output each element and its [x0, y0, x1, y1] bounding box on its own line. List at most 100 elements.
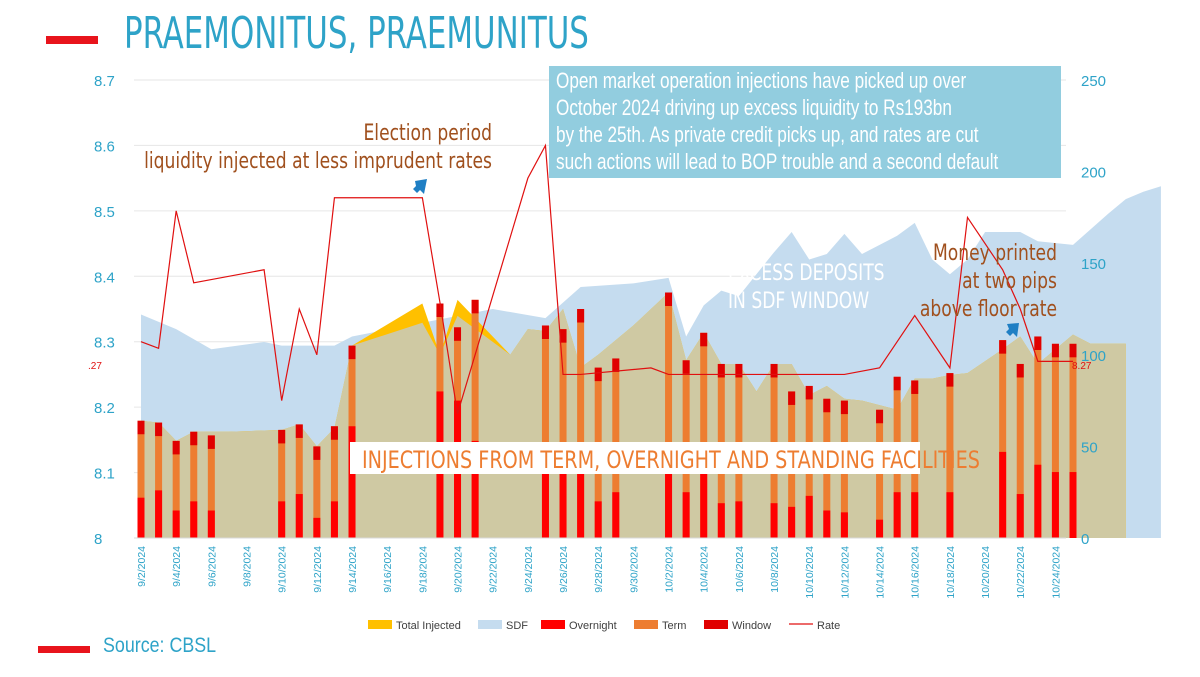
- money-printed-label-3: above floor rate: [920, 296, 1057, 322]
- window-bar: [207, 435, 215, 449]
- callout-box: [549, 66, 1061, 178]
- window-bar: [155, 422, 163, 437]
- legend-label: Term: [662, 620, 686, 632]
- left-axis-tick: 8.2: [94, 400, 115, 417]
- overnight-bar: [348, 426, 356, 538]
- window-bar: [330, 426, 338, 440]
- overnight-bar: [1069, 472, 1077, 538]
- overnight-bar: [1034, 464, 1042, 538]
- window-bar: [717, 363, 725, 378]
- overnight-bar: [717, 503, 725, 538]
- source-accent-bar: [38, 646, 90, 653]
- legend-swatch: [634, 620, 658, 629]
- legend-label: SDF: [506, 620, 528, 632]
- x-axis-tick: 9/30/2024: [628, 546, 640, 593]
- x-axis-tick: 10/18/2024: [945, 546, 957, 599]
- window-bar: [348, 345, 356, 360]
- overnight-bar: [594, 501, 602, 538]
- term-bar: [700, 332, 708, 538]
- x-axis-tick: 9/2/2024: [136, 546, 148, 587]
- overnight-bar: [559, 472, 567, 538]
- left-axis-tick: 8.4: [94, 269, 115, 286]
- window-bar: [700, 332, 708, 347]
- overnight-bar: [577, 472, 585, 538]
- window-bar: [999, 340, 1007, 354]
- window-bar: [612, 358, 620, 372]
- x-axis-tick: 9/12/2024: [312, 546, 324, 593]
- term-bar: [541, 325, 549, 538]
- overnight-bar: [155, 490, 163, 538]
- window-bar: [278, 429, 286, 444]
- x-axis-tick: 10/6/2024: [734, 546, 746, 593]
- rate-line: [140, 143, 1073, 414]
- x-axis-tick: 9/16/2024: [382, 546, 394, 593]
- window-bar: [1016, 363, 1024, 378]
- window-bar: [1034, 336, 1042, 350]
- overnight-bar: [682, 492, 690, 538]
- overnight-bar: [770, 503, 778, 538]
- overnight-bar: [278, 501, 286, 538]
- excess-deposits-label: EXCESS DEPOSITS: [728, 260, 885, 286]
- x-axis-tick: 9/10/2024: [277, 546, 289, 593]
- legend-swatch: [704, 620, 728, 629]
- left-axis-tick: 8.1: [94, 466, 115, 483]
- overnight-bar: [946, 492, 954, 538]
- term-bar: [946, 373, 954, 538]
- callout-line-1: Open market operation injections have pi…: [556, 68, 967, 93]
- x-axis-tick: 9/8/2024: [242, 546, 254, 587]
- window-bar: [1069, 343, 1077, 358]
- window-bar: [313, 446, 321, 460]
- window-bar: [295, 424, 303, 438]
- term-bar: [1016, 363, 1024, 538]
- x-axis-tick: 9/18/2024: [417, 546, 429, 593]
- window-bar: [911, 380, 919, 394]
- x-axis-tick: 10/22/2024: [1015, 546, 1027, 599]
- window-bar: [559, 329, 567, 343]
- window-bar: [541, 325, 549, 339]
- term-bar: [1051, 343, 1059, 538]
- x-axis-tick: 10/24/2024: [1050, 546, 1062, 599]
- legend-swatch: [478, 620, 502, 629]
- left-axis-tick: 8: [94, 531, 102, 548]
- title-accent-bar: [46, 36, 98, 44]
- overnight-bar: [876, 519, 884, 538]
- right-axis-tick: 100: [1081, 348, 1106, 365]
- election-period-label: Election period: [363, 120, 492, 146]
- left-axis-tick: 8.7: [94, 73, 115, 90]
- overnight-bar: [471, 440, 479, 538]
- overnight-bar: [172, 510, 180, 538]
- overnight-bar: [137, 497, 145, 538]
- overnight-bar: [700, 472, 708, 538]
- overnight-bar: [541, 472, 549, 538]
- overnight-bar: [893, 492, 901, 538]
- sdf-window-label: IN SDF WINDOW: [728, 288, 869, 314]
- callout-line-4: such actions will lead to BOP trouble an…: [556, 149, 999, 174]
- term-bar: [559, 329, 567, 538]
- overnight-bar: [665, 464, 673, 538]
- arrow-down-icon: [1006, 323, 1019, 337]
- legend-label: Total Injected: [396, 620, 461, 632]
- x-axis-tick: 9/26/2024: [558, 546, 570, 593]
- window-bar: [823, 398, 831, 413]
- source-note: Source: CBSL: [103, 634, 217, 657]
- money-printed-label-1: Money printed: [933, 240, 1057, 266]
- x-axis-tick: 10/8/2024: [769, 546, 781, 593]
- overnight-bar: [1051, 472, 1059, 538]
- election-period-sublabel: liquidity injected at less imprudent rat…: [144, 148, 492, 174]
- overnight-bar: [330, 501, 338, 538]
- overnight-bar: [788, 506, 796, 538]
- x-axis-tick: 9/28/2024: [593, 546, 605, 593]
- x-axis-tick: 9/4/2024: [171, 546, 183, 587]
- rate-right-label: 8.27: [1072, 361, 1092, 372]
- window-bar: [577, 309, 585, 323]
- term-bar: [137, 420, 145, 538]
- right-axis-tick: 0: [1081, 531, 1089, 548]
- callout-line-3: by the 25th. As private credit picks up,…: [556, 122, 979, 147]
- x-axis-tick: 9/24/2024: [523, 546, 535, 593]
- x-axis-tick: 10/12/2024: [839, 546, 851, 599]
- window-bar: [735, 363, 743, 378]
- overnight-bar: [911, 492, 919, 538]
- term-bar: [190, 431, 198, 538]
- window-bar: [172, 440, 180, 455]
- arrow-down-icon: [413, 179, 427, 194]
